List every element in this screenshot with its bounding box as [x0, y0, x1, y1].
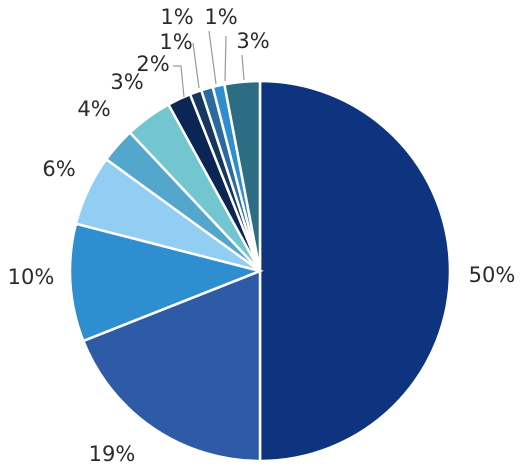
slice-label-10: 1% — [204, 5, 237, 29]
slice-label-2: 19% — [89, 442, 136, 464]
slice-label-7: 2% — [136, 52, 169, 76]
slice-label-6: 4% — [77, 97, 110, 121]
leader-line-11 — [241, 54, 245, 81]
leader-lines — [173, 30, 245, 98]
leader-line-8 — [192, 42, 200, 89]
pie-slices — [68, 79, 452, 463]
slice-label-5: 3% — [110, 70, 143, 94]
slice-label-1: 50% — [469, 263, 516, 287]
leader-line-7 — [173, 65, 185, 98]
pie-slice-3 — [68, 222, 265, 343]
slice-label-4: 6% — [42, 157, 75, 181]
pie-slice-1 — [258, 79, 452, 463]
slice-label-8: 1% — [159, 30, 192, 54]
percent-labels: 50%19%10%6%3%4%2%1%1% 1%3% — [8, 5, 516, 464]
pie-slice-2 — [81, 269, 262, 463]
slice-label-9: 1% — [160, 5, 193, 29]
pie-slice-11 — [222, 79, 262, 272]
slice-label-3: 10% — [8, 265, 55, 289]
leader-line-10 — [224, 35, 227, 82]
leader-line-9 — [208, 30, 217, 85]
slice-label-11: 3% — [236, 29, 269, 53]
